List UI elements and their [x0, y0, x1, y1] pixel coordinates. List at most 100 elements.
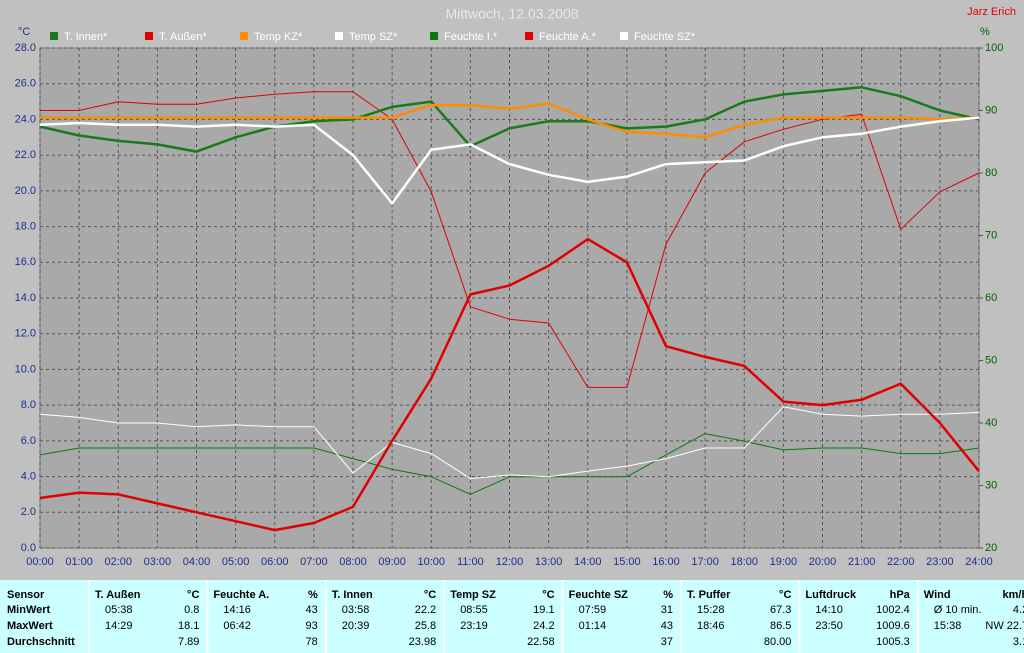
max-time: 23:19	[460, 620, 488, 632]
max-value: 18.1	[178, 620, 199, 632]
column-name: T. Innen	[332, 589, 373, 601]
y-tick-label: 2.0	[21, 506, 36, 518]
y-tick-label: 8.0	[21, 399, 36, 411]
y-tick-label: 12.0	[15, 328, 36, 340]
column-name: Temp SZ	[450, 589, 496, 601]
series-line	[39, 406, 980, 480]
x-tick-label: 12:00	[496, 556, 524, 568]
max-time: 14:29	[105, 620, 133, 632]
y2-tick-label: 100	[985, 42, 1003, 54]
column-unit: °C	[187, 589, 199, 601]
max-value: 24.2	[533, 620, 554, 632]
y-tick-label: 6.0	[21, 435, 36, 447]
y-tick-label: 4.0	[21, 470, 36, 482]
y2-tick-label: 40	[985, 417, 997, 429]
avg-value: 37	[661, 636, 673, 648]
legend-swatch	[525, 32, 533, 40]
x-tick-label: 08:00	[339, 556, 367, 568]
column-name: Feuchte SZ	[569, 589, 629, 601]
min-time: 08:55	[460, 604, 488, 616]
row-label: Durchschnitt	[7, 636, 75, 648]
x-tick-label: 20:00	[809, 556, 837, 568]
max-value: NW 22.7	[985, 620, 1024, 632]
max-value: 25.8	[415, 620, 436, 632]
x-tick-label: 21:00	[848, 556, 876, 568]
y2-unit: %	[980, 26, 990, 38]
column-name: T. Puffer	[687, 589, 731, 601]
max-value: 93	[306, 620, 318, 632]
legend-label: Feuchte SZ*	[634, 31, 696, 43]
series-line	[39, 116, 980, 205]
legend-swatch	[335, 32, 343, 40]
x-tick-label: 17:00	[691, 556, 719, 568]
legend-swatch	[620, 32, 628, 40]
y-tick-label: 18.0	[15, 220, 36, 232]
x-tick-label: 15:00	[613, 556, 641, 568]
avg-value: 80.00	[764, 636, 792, 648]
x-tick-label: 05:00	[222, 556, 250, 568]
x-tick-label: 00:00	[26, 556, 54, 568]
min-time: 03:58	[342, 604, 370, 616]
y-tick-label: 24.0	[15, 113, 36, 125]
stats-table	[0, 580, 1024, 653]
x-tick-label: 01:00	[65, 556, 93, 568]
series-line	[39, 433, 980, 495]
y-tick-label: 28.0	[15, 42, 36, 54]
x-tick-label: 09:00	[378, 556, 406, 568]
min-time: 14:10	[815, 604, 843, 616]
min-time: 07:59	[579, 604, 607, 616]
avg-value: 22.58	[527, 636, 555, 648]
legend-label: Temp SZ*	[349, 31, 398, 43]
x-tick-label: 18:00	[730, 556, 758, 568]
column-name: Wind	[924, 589, 951, 601]
min-value: 67.3	[770, 604, 791, 616]
column-name: T. Außen	[95, 589, 141, 601]
y2-tick-label: 60	[985, 292, 997, 304]
y-tick-label: 14.0	[15, 292, 36, 304]
min-value: 43	[306, 604, 318, 616]
x-tick-label: 11:00	[457, 556, 484, 568]
min-time: 15:28	[697, 604, 725, 616]
min-value: 4.2	[1013, 604, 1024, 616]
max-time: 18:46	[697, 620, 725, 632]
author: Jarz Erich	[967, 6, 1016, 18]
column-name: Feuchte A.	[213, 589, 269, 601]
legend-swatch	[430, 32, 438, 40]
max-time: 23:50	[815, 620, 843, 632]
x-tick-label: 19:00	[770, 556, 798, 568]
column-unit: °C	[542, 589, 554, 601]
x-tick-label: 04:00	[183, 556, 211, 568]
y-tick-label: 0.0	[21, 542, 36, 554]
avg-value: 78	[306, 636, 318, 648]
column-unit: hPa	[890, 589, 911, 601]
x-tick-label: 13:00	[535, 556, 563, 568]
max-value: 1009.6	[876, 620, 910, 632]
y2-tick-label: 20	[985, 542, 997, 554]
legend-label: Feuchte A.*	[539, 31, 597, 43]
column-unit: °C	[779, 589, 791, 601]
x-tick-label: 07:00	[300, 556, 328, 568]
y2-tick-label: 70	[985, 229, 997, 241]
min-value: 19.1	[533, 604, 554, 616]
column-name: Luftdruck	[805, 589, 857, 601]
series-line	[40, 91, 980, 388]
x-tick-label: 22:00	[887, 556, 915, 568]
max-time: 06:42	[223, 620, 251, 632]
legend-swatch	[50, 32, 58, 40]
min-time: Ø 10 min.	[934, 604, 982, 616]
avg-value: 1005.3	[876, 636, 910, 648]
y-tick-label: 10.0	[15, 363, 36, 375]
y-tick-label: 22.0	[15, 149, 36, 161]
x-tick-label: 06:00	[261, 556, 289, 568]
min-time: 14:16	[223, 604, 251, 616]
avg-value: 3.1	[1013, 636, 1024, 648]
column-unit: %	[308, 589, 318, 601]
legend-swatch	[240, 32, 248, 40]
legend-swatch	[145, 32, 153, 40]
y2-tick-label: 90	[985, 104, 997, 116]
y2-tick-label: 80	[985, 167, 997, 179]
x-tick-label: 24:00	[965, 556, 993, 568]
column-unit: °C	[424, 589, 436, 601]
min-value: 0.8	[184, 604, 199, 616]
x-tick-label: 14:00	[574, 556, 602, 568]
